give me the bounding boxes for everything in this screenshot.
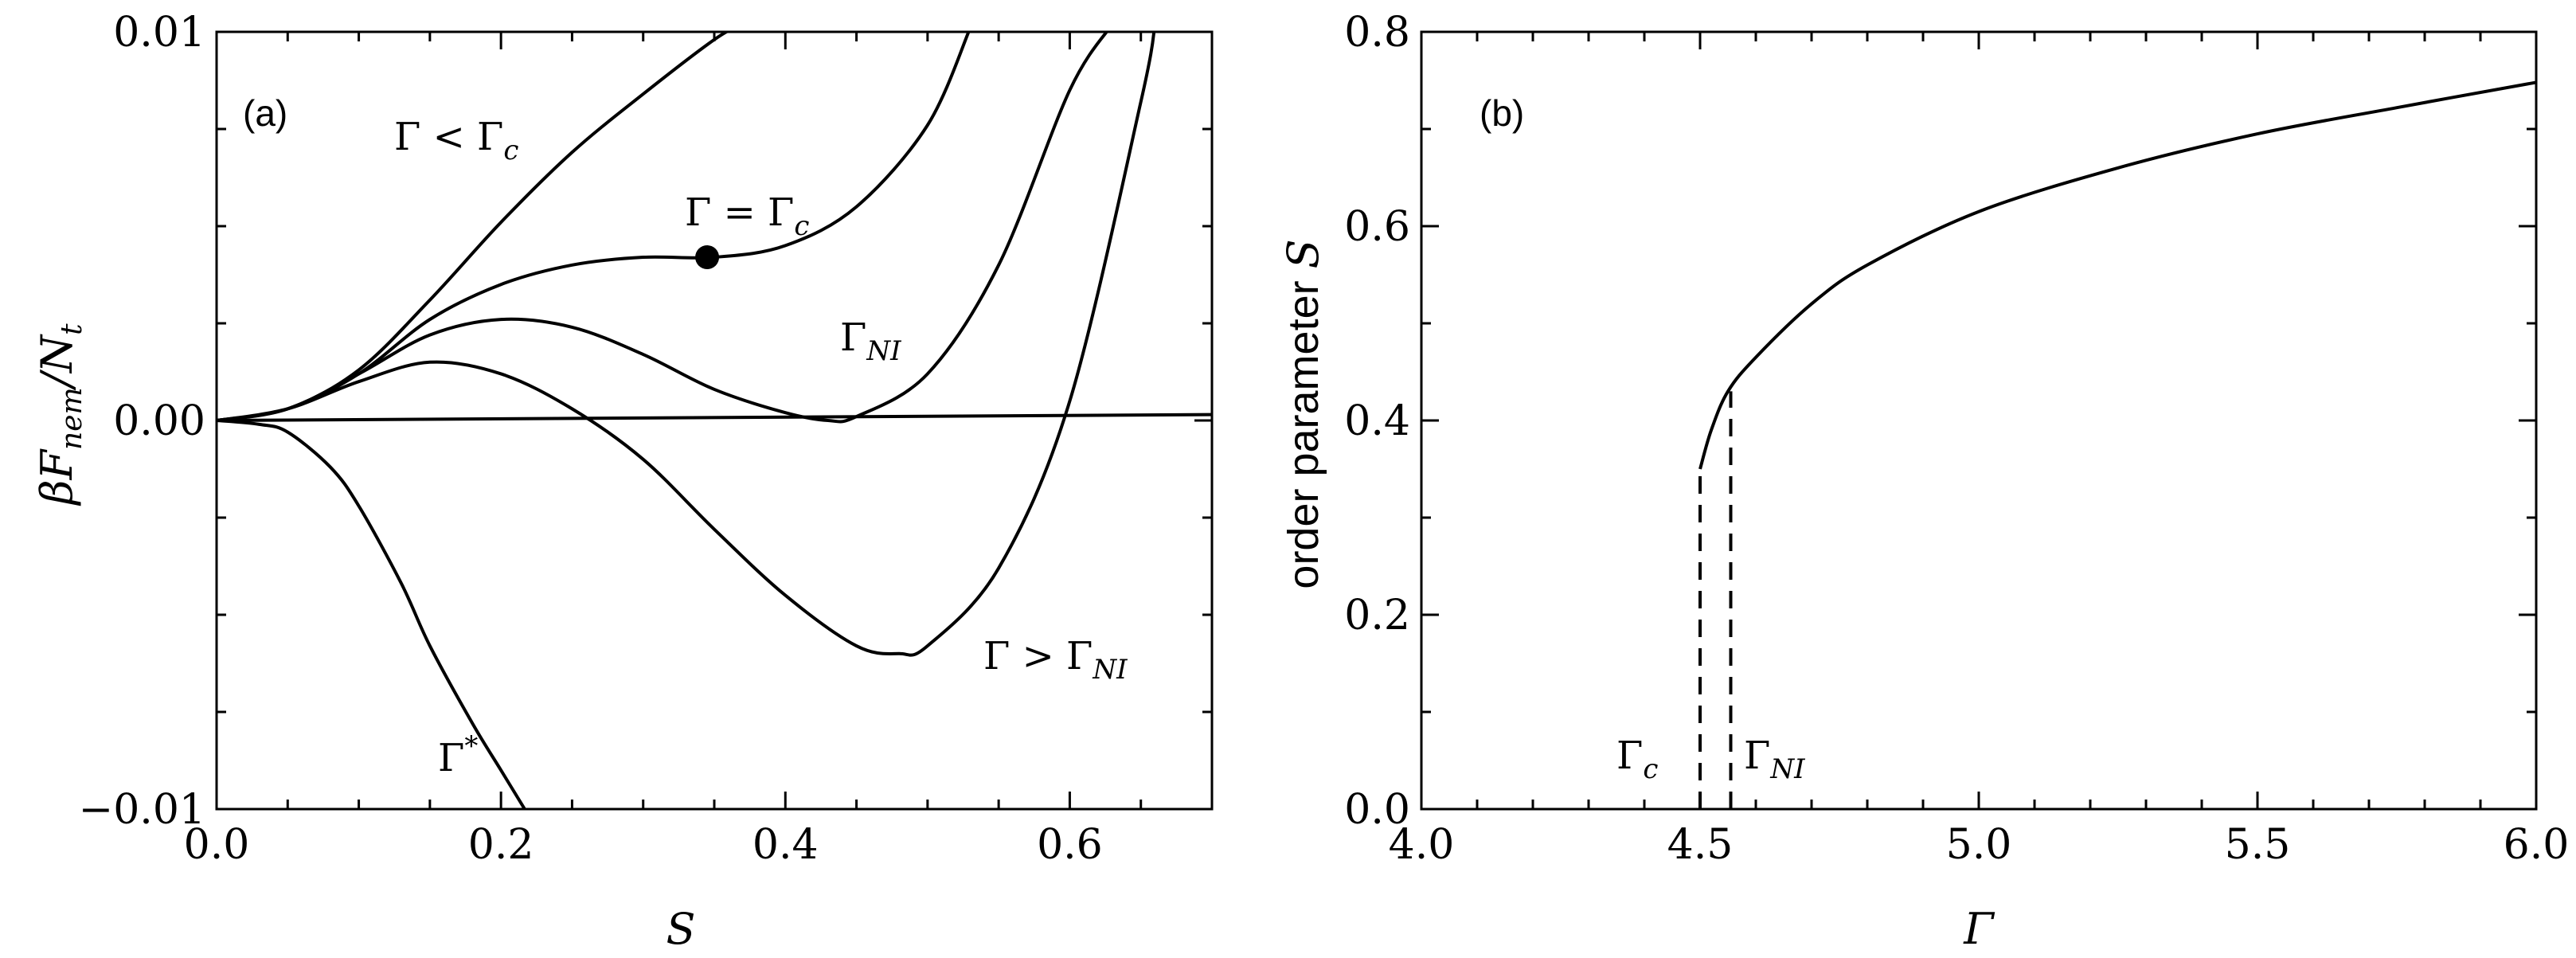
panel-b-ylabel: order parameter S <box>1278 239 1328 588</box>
annotation-gamma-less-gc: Γ < Γc <box>394 115 518 166</box>
annotation-gamma-ni: ΓNI <box>840 315 901 367</box>
y-tick-label: 0.6 <box>1344 203 1410 251</box>
series-line-a-2 <box>217 32 1109 424</box>
x-tick-label: 5.5 <box>2225 821 2291 869</box>
series-line-a-4 <box>217 419 527 809</box>
series-line-b-0 <box>1698 80 2536 470</box>
x-tick-label: 6.0 <box>2504 821 2570 869</box>
annotation-gamma-gt-gni: Γ > ΓNI <box>983 634 1128 686</box>
y-tick-label: 0.00 <box>113 397 205 445</box>
panel-a-label: (a) <box>243 92 287 134</box>
x-tick-label: 0.4 <box>752 821 819 869</box>
y-tick-label: 0.4 <box>1344 397 1410 445</box>
panel-a-curves <box>217 32 1212 809</box>
critical-point-marker <box>695 245 720 270</box>
panel-b-frame <box>1420 30 2538 811</box>
annotation-gamma-eq-gc: Γ = Γc <box>685 190 809 242</box>
y-tick-label: −0.01 <box>79 786 205 834</box>
series-line-a-5 <box>217 413 1212 422</box>
x-tick-label: 4.5 <box>1667 821 1734 869</box>
y-tick-label: 0.8 <box>1344 9 1410 57</box>
annotation-gamma-ni-b: ΓNI <box>1744 733 1805 785</box>
y-tick-label: 0.01 <box>113 9 205 57</box>
y-tick-label: 0.2 <box>1344 592 1410 639</box>
annotation-gamma-c: Γc <box>1616 733 1658 785</box>
panel-b-xlabel: Γ <box>1963 904 1996 954</box>
series-line-a-1 <box>217 32 971 422</box>
x-tick-label: 0.0 <box>184 821 250 869</box>
series-line-a-0 <box>217 32 730 422</box>
series-line-a-3 <box>217 32 1156 657</box>
panel-b: 4.0 4.5 5.0 5.5 6.0 0.0 0.2 0.4 0.6 0.8 (b) Γc ΓN… <box>1278 9 2569 954</box>
panel-a-ylabel: βFnem/Nt <box>32 323 88 506</box>
panel-b-ticks: 4.0 4.5 5.0 5.5 6.0 0.0 0.2 0.4 0.6 0.8 <box>1344 9 2569 869</box>
y-tick-label: 0.0 <box>1344 786 1410 834</box>
x-tick-label: 5.0 <box>1946 821 2012 869</box>
annotation-gamma-star: Γ* <box>438 730 478 780</box>
panel-b-curves <box>1698 80 2536 809</box>
x-tick-label: 4.0 <box>1389 821 1455 869</box>
panel-a: 0.0 0.2 0.4 0.6 −0.01 0.00 0.01 (a) Γ < Γc Γ =… <box>32 9 1214 954</box>
panel-a-ticks: 0.0 0.2 0.4 0.6 −0.01 0.00 0.01 <box>79 9 1214 869</box>
panel-a-xlabel: S <box>666 904 696 954</box>
panel-b-label: (b) <box>1480 92 1524 134</box>
x-tick-label: 0.6 <box>1037 821 1103 869</box>
x-tick-label: 0.2 <box>468 821 534 869</box>
